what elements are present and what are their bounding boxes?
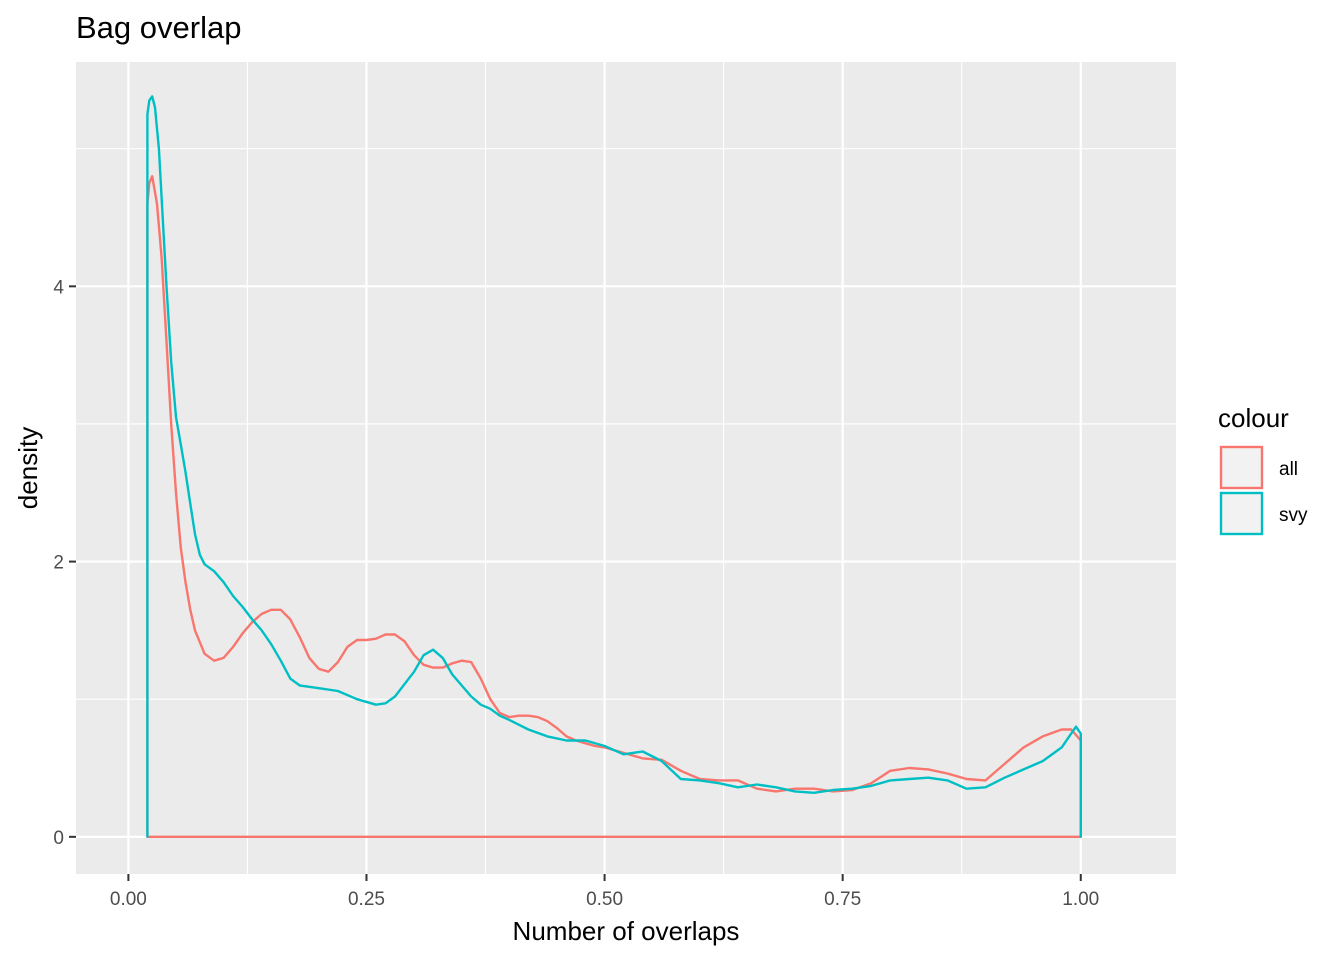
x-tick-label: 0.00 — [110, 889, 147, 910]
series-line-svy — [146, 95, 1083, 838]
x-tick-label: 0.25 — [348, 889, 385, 910]
legend-key-svy — [1219, 491, 1264, 536]
y-axis-label: density — [13, 427, 43, 509]
y-tick-label: 2 — [53, 553, 64, 574]
legend-keys: all svy — [1219, 445, 1308, 536]
legend: colour all svy — [1218, 403, 1308, 536]
minor-gridlines — [76, 62, 1176, 874]
x-tick-label: 1.00 — [1062, 889, 1099, 910]
x-axis: 0.00 0.25 0.50 0.75 1.00 — [110, 874, 1099, 910]
chart-title: Bag overlap — [76, 10, 241, 45]
legend-label-svy: svy — [1279, 505, 1308, 526]
legend-key-bg — [1220, 446, 1263, 489]
y-axis: 0 2 4 — [53, 277, 76, 849]
x-tick-label: 0.50 — [586, 889, 623, 910]
x-axis-label: Number of overlaps — [513, 916, 740, 946]
series-layer — [146, 95, 1083, 838]
y-tick-label: 4 — [53, 277, 64, 298]
plot-panel — [76, 62, 1176, 874]
legend-key-all — [1219, 445, 1264, 490]
x-tick-label: 0.75 — [824, 889, 861, 910]
series-line-all — [146, 174, 1083, 838]
y-tick-label: 0 — [53, 828, 64, 849]
legend-key-bg — [1220, 492, 1263, 535]
legend-label-all: all — [1279, 459, 1298, 480]
legend-title: colour — [1218, 403, 1289, 433]
